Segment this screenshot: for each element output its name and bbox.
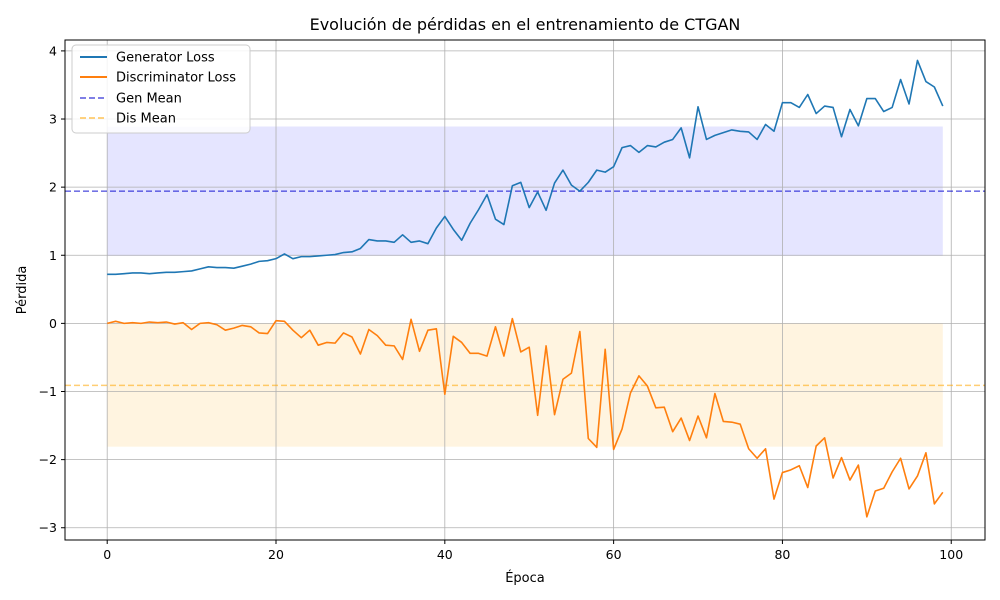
x-tick-label-40: 40 xyxy=(437,547,453,562)
x-axis-ticks: 0 20 40 60 80 100 xyxy=(103,540,963,562)
y-tick-label-3: 3 xyxy=(49,112,57,127)
x-tick-label-0: 0 xyxy=(103,547,111,562)
legend-label-discriminator: Discriminator Loss xyxy=(116,71,236,86)
y-axis-ticks: −3 −2 −1 0 1 2 3 4 xyxy=(39,43,65,535)
x-tick-label-60: 60 xyxy=(606,547,622,562)
legend-label-gen-mean: Gen Mean xyxy=(116,92,182,107)
x-tick-label-80: 80 xyxy=(774,547,790,562)
series-line-1 xyxy=(107,317,944,518)
y-tick-label-1: 1 xyxy=(49,248,57,263)
legend-box xyxy=(71,44,251,134)
x-tick-label-20: 20 xyxy=(268,547,284,562)
x-tick-label-100: 100 xyxy=(939,547,963,562)
series-line-0 xyxy=(107,59,944,276)
y-tick-label--1: −1 xyxy=(39,384,57,399)
plot-area-frame xyxy=(64,39,986,541)
legend-label-generator: Generator Loss xyxy=(116,51,215,66)
y-tick-label--2: −2 xyxy=(39,452,57,467)
x-axis-label: Época xyxy=(505,570,545,586)
y-tick-label-4: 4 xyxy=(49,43,57,58)
legend-label-dis-mean: Dis Mean xyxy=(116,112,176,127)
y-tick-label--3: −3 xyxy=(39,520,57,535)
legend: Generator Loss Discriminator Loss Gen Me… xyxy=(71,44,251,134)
chart-title: Evolución de pérdidas en el entrenamient… xyxy=(310,15,741,34)
y-tick-label-0: 0 xyxy=(49,316,57,331)
y-tick-label-2: 2 xyxy=(49,180,57,195)
data-series xyxy=(107,59,944,518)
mean-reference-lines xyxy=(65,190,985,387)
y-axis-label: Pérdida xyxy=(15,266,30,315)
grid xyxy=(65,40,985,540)
